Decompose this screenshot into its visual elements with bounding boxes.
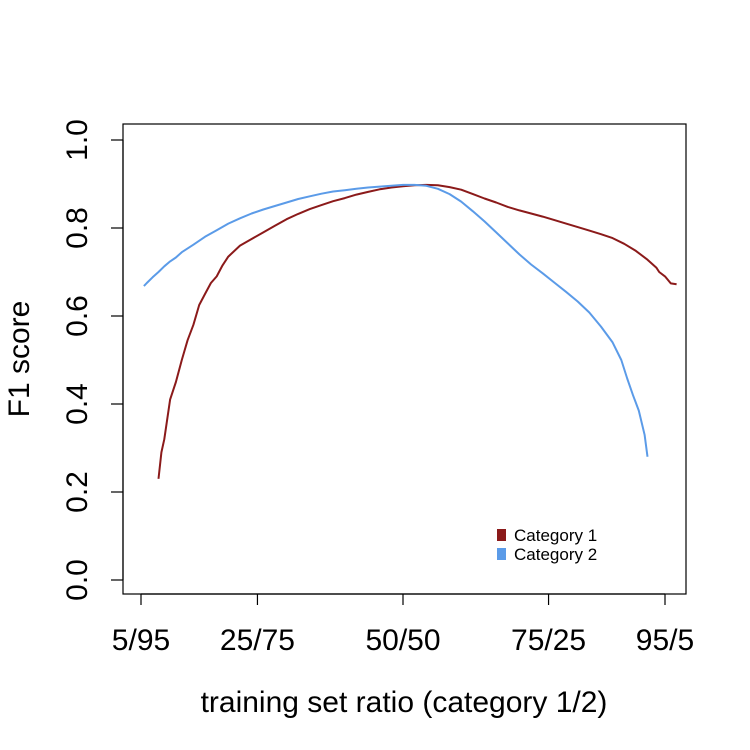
x-tick-label: 25/75 bbox=[220, 624, 295, 657]
x-axis-title: training set ratio (category 1/2) bbox=[201, 686, 608, 719]
y-tick-label: 1.0 bbox=[61, 119, 94, 161]
x-axis: 5/95 25/75 50/50 75/25 95/5 bbox=[112, 593, 694, 657]
legend-label: Category 1 bbox=[514, 526, 597, 545]
x-tick-label: 95/5 bbox=[636, 624, 694, 657]
y-tick-label: 0.8 bbox=[61, 207, 94, 249]
y-tick-label: 0.6 bbox=[61, 295, 94, 337]
y-tick-label: 0.2 bbox=[61, 471, 94, 513]
series-line-category-1 bbox=[157, 183, 677, 479]
series-line-category-2 bbox=[143, 183, 649, 457]
plot-frame bbox=[122, 123, 687, 595]
y-axis: 0.0 0.2 0.4 0.6 0.8 1.0 bbox=[61, 119, 124, 601]
y-axis-title: F1 score bbox=[3, 301, 36, 418]
x-tick-label: 50/50 bbox=[365, 624, 440, 657]
legend-swatch bbox=[497, 529, 506, 541]
legend-swatch bbox=[497, 548, 506, 560]
x-tick-label: 75/25 bbox=[511, 624, 586, 657]
x-tick-label: 5/95 bbox=[112, 624, 170, 657]
legend-label: Category 2 bbox=[514, 545, 597, 564]
y-tick-label: 0.0 bbox=[61, 559, 94, 601]
y-tick-label: 0.4 bbox=[61, 383, 94, 425]
series-layer bbox=[143, 183, 677, 479]
